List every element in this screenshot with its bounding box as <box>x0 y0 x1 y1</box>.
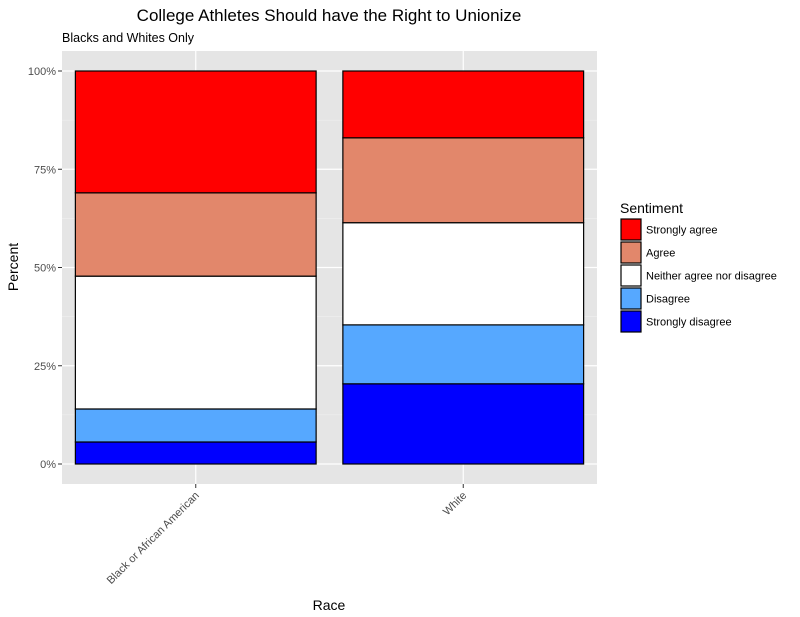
chart-subtitle: Blacks and Whites Only <box>62 31 195 45</box>
bar-black-or-african-american-disagree <box>74 408 317 443</box>
legend-key-agree <box>620 241 642 264</box>
y-tick-label-2: 50% <box>34 263 56 275</box>
bar-black-or-african-american-strongly-disagree <box>74 441 317 465</box>
legend-key-strongly-agree <box>620 218 642 241</box>
x-tick-label-black-or-african-american: Black or African American <box>105 490 202 587</box>
legend-label-disagree: Disagree <box>646 294 690 306</box>
bar-white-strongly-agree <box>342 70 585 139</box>
legend-label-strongly-disagree: Strongly disagree <box>646 317 732 329</box>
legend-title: Sentiment <box>620 200 683 216</box>
y-tick-label-3: 75% <box>34 164 56 176</box>
bars-group <box>74 70 585 465</box>
legend-key-disagree <box>620 287 642 310</box>
legend-label-neither-agree-nor-disagree: Neither agree nor disagree <box>646 271 777 283</box>
bar-white-agree <box>342 137 585 224</box>
x-axis-ticks: Black or African American White <box>105 484 469 587</box>
x-tick-label-white: White <box>441 490 469 518</box>
legend-label-strongly-agree: Strongly agree <box>646 225 718 237</box>
legend-key-neither-agree-nor-disagree <box>620 264 642 287</box>
bar-white-strongly-disagree <box>342 383 585 465</box>
bar-black-or-african-american-agree <box>74 192 317 277</box>
bar-white-neither-agree-nor-disagree <box>342 222 585 326</box>
bar-black-or-african-american-strongly-agree <box>74 70 317 194</box>
y-tick-label-1: 25% <box>34 361 56 373</box>
chart-title: College Athletes Should have the Right t… <box>137 6 522 25</box>
bar-white-disagree <box>342 324 585 385</box>
y-axis-title: Percent <box>5 243 21 291</box>
legend-label-agree: Agree <box>646 248 675 260</box>
y-tick-label-4: 100% <box>28 66 56 78</box>
legend-key-strongly-disagree <box>620 310 642 333</box>
x-axis-title: Race <box>313 597 346 613</box>
y-axis-ticks: 0% 25% 50% 75% 100% <box>28 66 62 471</box>
legend: Sentiment Strongly agree Agree Neither agr… <box>620 200 777 333</box>
bar-black-or-african-american-neither-agree-nor-disagree <box>74 275 317 410</box>
y-tick-label-0: 0% <box>40 459 56 471</box>
